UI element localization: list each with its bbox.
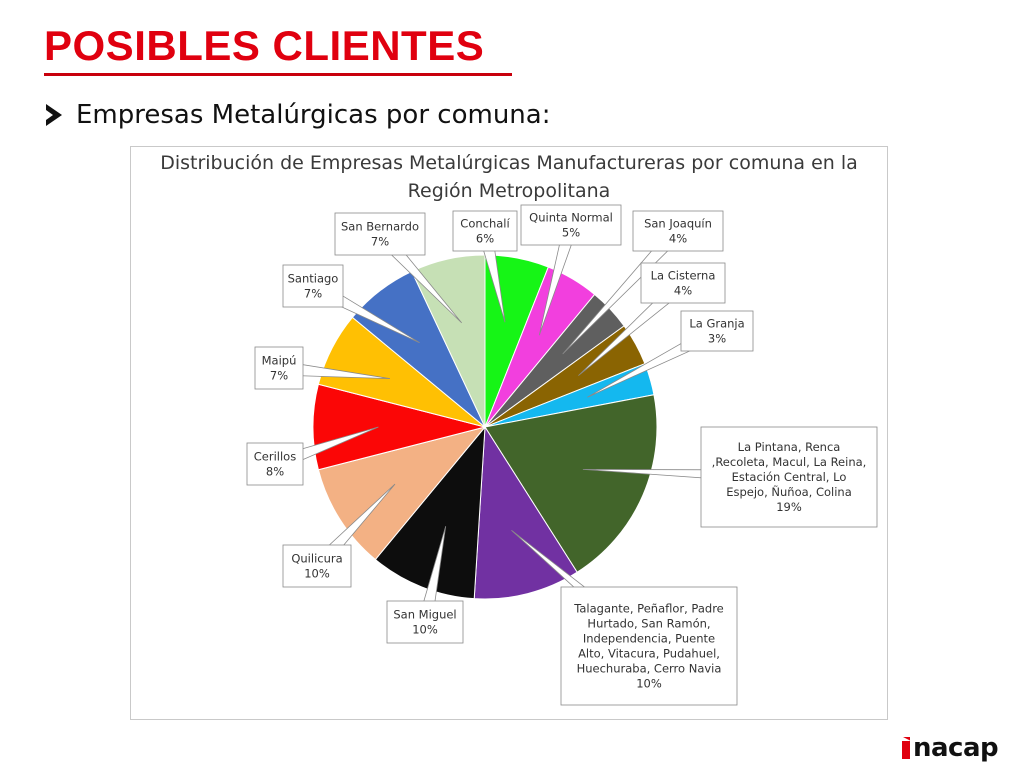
slice-label-3: La Cisterna 4% [651,269,716,298]
slice-label-line-6-2: Independencia, Puente [583,632,715,646]
slice-value-5: 19% [776,500,802,514]
slice-value-9: 8% [266,465,284,479]
pie-slice-8 [317,426,487,561]
slice-label-line-7-0: San Miguel [393,608,456,622]
label-box-12 [334,212,426,256]
label-box-8 [282,544,352,588]
slice-label-7: San Miguel 10% [393,608,456,637]
label-box-1 [520,204,622,246]
label-box-11 [282,264,344,308]
label-box-5 [700,426,878,528]
slice-value-3: 4% [674,284,692,298]
slice-label-line-11-0: Santiago [288,272,339,286]
arrow-bullet-icon [46,104,62,126]
slice-label-2: San Joaquín 4% [644,217,712,246]
slice-label-5: La Pintana, Renca ,Recoleta, Macul, La Re… [712,440,867,514]
slice-label-line-1-0: Quinta Normal [529,211,613,225]
slice-value-10: 7% [270,369,288,383]
pie-slice-6 [473,425,578,600]
slice-label-line-0-0: Conchalí [460,217,510,231]
slice-label-line-4-0: La Granja [689,317,744,331]
slice-label-9: Cerillos 8% [254,450,296,479]
slice-label-line-2-0: San Joaquín [644,217,712,231]
pie-slice-5 [484,394,658,573]
slice-label-11: Santiago 7% [288,272,339,301]
slice-label-1: Quinta Normal 5% [529,211,613,240]
pie-slice-7 [374,425,486,600]
slice-label-line-5-1: ,Recoleta, Macul, La Reina, [712,455,867,469]
slice-label-line-3-0: La Cisterna [651,269,716,283]
slide-title: POSIBLES CLIENTES [44,22,485,69]
chart-title-line-1: Distribución de Empresas Metalúrgicas Ma… [160,152,858,174]
slice-value-8: 10% [304,567,330,581]
slice-value-12: 7% [371,235,389,249]
slice-label-line-6-1: Hurtado, San Ramón, [587,617,710,631]
title-underline [44,73,512,76]
slice-label-line-12-0: San Bernardo [341,220,419,234]
slice-label-6: Talagante, Peñaflor, Padre Hurtado, San R… [573,602,724,691]
slice-label-line-5-0: La Pintana, Renca [738,440,841,454]
slice-label-line-10-0: Maipú [262,354,297,368]
slice-label-12: San Bernardo 7% [341,220,419,249]
slice-value-4: 3% [708,332,726,346]
slice-label-line-5-2: Estación Central, Lo [732,470,847,484]
slice-value-0: 6% [476,232,494,246]
logo-text: nacap [913,733,999,763]
slice-value-7: 10% [412,623,438,637]
label-box-2 [632,210,724,252]
label-box-6 [560,586,738,706]
label-box-9 [246,442,304,486]
label-box-3 [640,262,726,304]
slice-label-line-6-4: Huechuraba, Cerro Navia [577,662,722,676]
label-box-4 [680,310,754,352]
slice-label-0: Conchalí 6% [460,217,510,246]
slice-value-11: 7% [304,287,322,301]
label-box-7 [386,600,464,644]
slice-value-6: 10% [636,677,662,691]
slice-value-2: 4% [669,232,687,246]
inacap-logo: nacap [902,733,999,763]
bullet-text: Empresas Metalúrgicas por comuna: [76,100,551,130]
slice-label-line-6-0: Talagante, Peñaflor, Padre [573,602,724,616]
slice-label-10: Maipú 7% [262,354,297,383]
chart-frame: Distribución de Empresas Metalúrgicas Ma… [130,146,888,720]
slice-value-1: 5% [562,226,580,240]
slice-label-line-8-0: Quilicura [291,552,342,566]
bullet-row: Empresas Metalúrgicas por comuna: [46,100,550,130]
slice-label-4: La Granja 3% [689,317,744,346]
chart-title: Distribución de Empresas Metalúrgicas Ma… [131,147,887,205]
pie-chart: Conchalí 6%Quinta Normal 5%San Joaquín 4%La… [246,204,878,706]
slice-label-line-6-3: Alto, Vitacura, Pudahuel, [578,647,720,661]
slice-label-line-9-0: Cerillos [254,450,296,464]
logo-mark-icon [902,737,910,759]
chart-title-line-2: Región Metropolitana [407,180,611,202]
slice-label-line-5-3: Espejo, Ñuñoa, Colina [726,484,852,499]
slice-label-8: Quilicura 10% [291,552,342,581]
label-box-10 [254,346,304,390]
label-box-0 [452,210,518,252]
